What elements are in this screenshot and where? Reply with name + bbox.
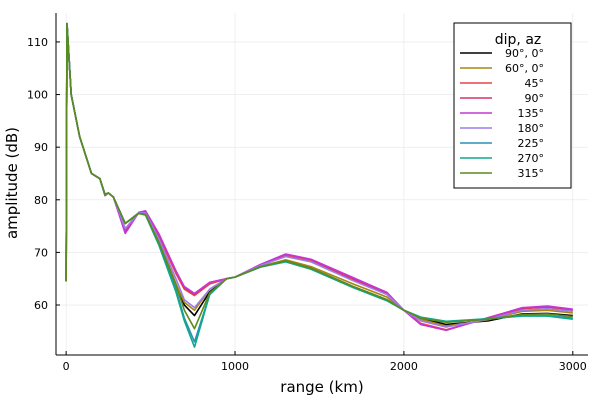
legend-entry: 225° (518, 137, 545, 150)
y-tick-label: 90 (34, 141, 48, 154)
x-tick-label: 0 (63, 360, 70, 373)
tick-labels: 0 1000 2000 3000 60 70 80 90 100 110 (27, 36, 587, 373)
x-tick-label: 3000 (559, 360, 587, 373)
legend-entry: 45° (525, 77, 545, 90)
legend-entry: 90° (525, 92, 545, 105)
legend-entry: 60°, 0° (505, 62, 544, 75)
x-tick-label: 2000 (390, 360, 418, 373)
y-tick-label: 60 (34, 299, 48, 312)
legend-entry: 90°, 0° (505, 47, 544, 60)
legend-entry: 180° (518, 122, 545, 135)
series-lines (65, 22, 573, 348)
legend-entry: 135° (518, 107, 545, 120)
x-axis-label: range (km) (280, 378, 363, 396)
x-tick-label: 1000 (221, 360, 249, 373)
y-tick-label: 80 (34, 194, 48, 207)
y-tick-label: 110 (27, 36, 48, 49)
y-tick-label: 70 (34, 246, 48, 259)
series-line (65, 22, 573, 330)
legend: dip, az 90°, 0° 60°, 0° 45° 90° 135° 180° 225°… (453, 22, 572, 189)
axes (55, 13, 588, 356)
legend-box (453, 22, 572, 189)
legend-entry: 270° (518, 152, 545, 165)
y-tick-label: 100 (27, 89, 48, 102)
legend-entry: 315° (518, 167, 545, 180)
legend-title: dip, az (495, 32, 542, 48)
y-axis-label: amplitude (dB) (3, 127, 21, 239)
